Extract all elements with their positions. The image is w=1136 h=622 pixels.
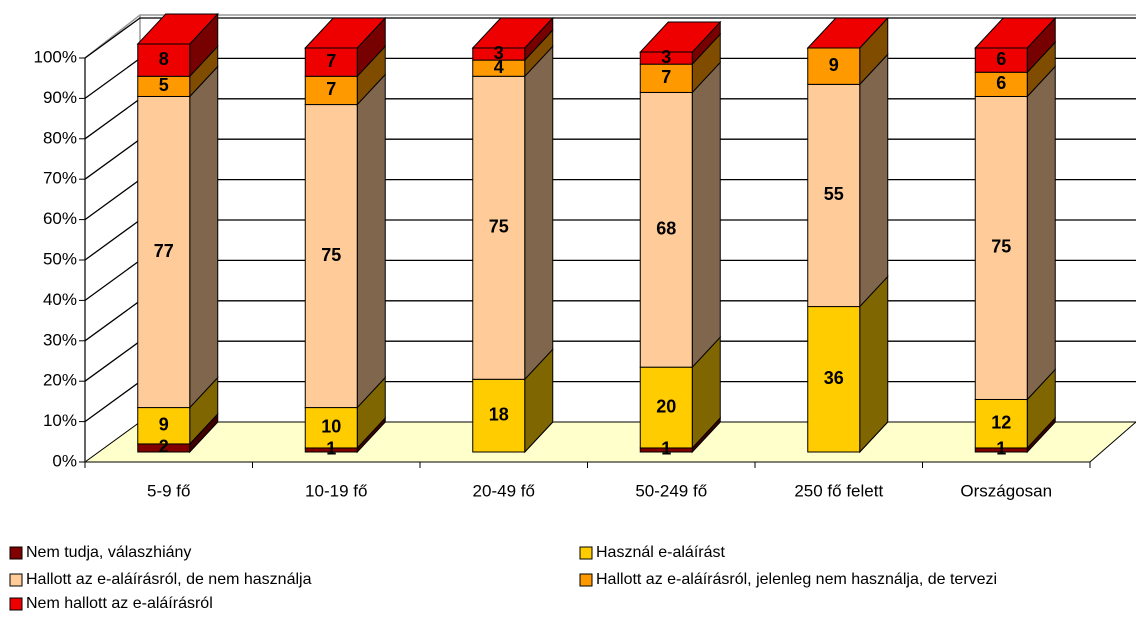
y-tick-label: 10% (43, 411, 77, 430)
value-label: 1 (996, 439, 1006, 459)
bar-side (859, 275, 889, 454)
bar (137, 95, 191, 409)
bar (472, 378, 526, 453)
value-label: 36 (824, 368, 844, 388)
legend-label: Hallott az e-aláírásról, de nem használj… (26, 571, 312, 588)
y-tick-label: 60% (43, 209, 77, 228)
value-label: 18 (489, 404, 509, 424)
value-label: 55 (824, 184, 844, 204)
value-label: 68 (656, 219, 676, 239)
bar (639, 63, 693, 93)
value-label: 5 (159, 75, 169, 95)
legend-swatch (579, 546, 593, 560)
bar (974, 95, 1028, 400)
bar (304, 75, 358, 106)
y-tick-label: 70% (43, 169, 77, 188)
value-label: 1 (326, 439, 336, 459)
value-label: 7 (326, 51, 336, 71)
bar (974, 398, 1028, 449)
bar (304, 407, 358, 449)
legend-label: Hallott az e-aláírásról, jelenleg nem ha… (596, 571, 997, 588)
x-tick-label: 5-9 fő (147, 481, 190, 500)
value-label: 3 (661, 47, 671, 67)
bar-top (304, 17, 387, 49)
bar-top (806, 17, 889, 49)
value-label: 20 (656, 396, 676, 416)
x-tick-label: 10-19 fő (305, 481, 367, 500)
legend-swatch (9, 546, 23, 560)
value-label: 77 (154, 241, 174, 261)
bar-top (136, 13, 219, 45)
bar-side (691, 61, 721, 369)
value-label: 9 (159, 414, 169, 434)
bar-top (974, 17, 1057, 49)
legend-swatch (579, 573, 593, 587)
value-label: 6 (996, 73, 1006, 93)
legend-swatch (9, 573, 23, 587)
bar (304, 104, 358, 409)
value-label: 75 (991, 237, 1011, 257)
bar-side (189, 65, 219, 409)
value-label: 4 (494, 57, 504, 77)
y-tick-label: 50% (43, 249, 77, 268)
y-tick-label: 40% (43, 290, 77, 309)
bar-side (859, 53, 889, 308)
legend-label: Használ e-aláírást (596, 544, 726, 561)
bar (472, 75, 526, 380)
bar (137, 407, 191, 445)
bar-top (639, 21, 722, 53)
value-label: 75 (489, 217, 509, 237)
value-label: 75 (321, 245, 341, 265)
value-label: 9 (829, 55, 839, 75)
legend-label: Nem hallott az e-aláírásról (26, 595, 213, 612)
legend-label: Nem tudja, válaszhiány (26, 544, 191, 561)
value-label: 7 (661, 67, 671, 87)
bar (974, 47, 1028, 73)
legend-swatch (9, 597, 23, 611)
value-label: 6 (996, 49, 1006, 69)
y-tick-label: 30% (43, 330, 77, 349)
x-tick-label: 20-49 fő (473, 481, 535, 500)
x-tick-label: 250 fő felett (794, 481, 883, 500)
bar-top (471, 17, 554, 49)
bar-side (1026, 65, 1056, 401)
y-tick-label: 20% (43, 371, 77, 390)
value-label: 8 (159, 49, 169, 69)
y-tick-label: 100% (34, 47, 77, 66)
bar (137, 43, 191, 77)
bar (807, 83, 861, 308)
y-tick-label: 0% (52, 451, 77, 470)
bar-side (356, 73, 386, 409)
x-tick-label: Országosan (960, 481, 1052, 500)
y-tick-label: 80% (43, 128, 77, 147)
value-label: 10 (321, 417, 341, 437)
value-label: 2 (159, 437, 169, 457)
bar (639, 366, 693, 449)
value-label: 3 (494, 43, 504, 63)
bar-side (524, 45, 554, 381)
value-label: 12 (991, 412, 1011, 432)
grid-line (84, 17, 1136, 59)
value-label: 7 (326, 79, 336, 99)
y-tick-label: 90% (43, 88, 77, 107)
value-label: 1 (661, 439, 671, 459)
x-tick-label: 50-249 fő (635, 481, 707, 500)
